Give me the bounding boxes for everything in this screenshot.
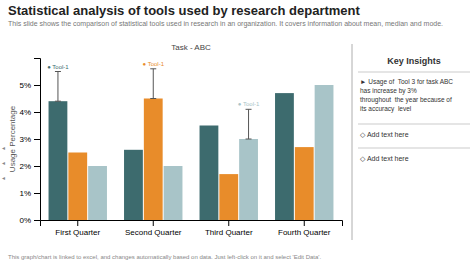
bar [144, 99, 163, 221]
x-tick-mark [228, 220, 229, 226]
insight-text: ◇ Add text here [360, 131, 409, 138]
x-tick: First Quarter [55, 220, 100, 237]
y-tick-mark [34, 139, 40, 140]
y-tick: 3% [19, 135, 40, 144]
error-bar-cap [55, 71, 61, 72]
y-axis-line [34, 59, 41, 221]
y-tick-mark [34, 220, 40, 221]
error-bar [246, 109, 252, 139]
error-bar-cap [246, 139, 252, 140]
bar-series [88, 85, 333, 220]
y-tick-label: 5% [19, 81, 31, 90]
title: Statistical analysis of tools used by re… [8, 3, 361, 18]
error-label: ● Tool-1 [142, 61, 164, 67]
error-bar-cap [55, 101, 61, 102]
x-tick-label: First Quarter [55, 228, 100, 237]
error-bar-stem [153, 69, 154, 99]
divider [358, 148, 470, 149]
bullet: ◄ [1, 175, 6, 181]
chart-title: Task - ABC [171, 43, 211, 52]
bullet: ◄ [1, 160, 6, 166]
error-bar-cap [150, 98, 156, 99]
error-bar-cap [150, 68, 156, 69]
bar [219, 174, 238, 220]
y-tick-label: 3% [19, 135, 31, 144]
bar [315, 85, 334, 220]
insights-title: Key Insights [387, 56, 441, 66]
error-label: ● Tool-1 [238, 101, 260, 107]
error-bar-stem [248, 109, 249, 139]
y-tick-label: 4% [19, 108, 31, 117]
bar [275, 93, 294, 220]
x-axis-line [41, 221, 343, 227]
y-tick-mark [34, 166, 40, 167]
chart: Statistical analysis of tools used by re… [0, 0, 474, 266]
insight-text: ◇ Add text here [360, 155, 409, 162]
plot-marks [49, 69, 334, 220]
y-tick: 5% [19, 81, 40, 90]
y-tick: 2% [19, 162, 40, 171]
x-tick: Third Quarter [205, 220, 253, 237]
bar [88, 166, 107, 220]
y-tick-mark [34, 85, 40, 86]
x-tick-mark [77, 220, 78, 226]
x-tick-mark [304, 220, 305, 226]
y-tick: 0% [19, 216, 40, 225]
bar [295, 147, 314, 220]
bar [164, 166, 183, 220]
bar [124, 150, 143, 220]
x-axis: First Quarter Second Quarter Third Quarter… [41, 220, 343, 237]
x-tick-label: Fourth Quarter [278, 228, 331, 237]
footer: This graph/chart is linked to excel, and… [8, 254, 321, 260]
x-tick-label: Second Quarter [125, 228, 182, 237]
error-bar-cap [246, 109, 252, 110]
bar-series [49, 72, 294, 221]
error-labels: ● Tool-1 ● Tool-1 ● Tool-1 [47, 61, 260, 108]
y-tick-mark [34, 193, 40, 194]
x-tick-mark [153, 220, 154, 226]
y-tick: 4% [19, 108, 40, 117]
bar-series [68, 69, 313, 220]
error-bar-stem [57, 72, 58, 102]
divider [358, 72, 470, 73]
bar [239, 139, 258, 220]
y-axis: 0% 1% 2% 3% 4% 5% [19, 59, 40, 226]
y-tick-label: 0% [19, 216, 31, 225]
bar [49, 101, 68, 220]
insight-text: ► Usage of Tool 3 for task ABChas increa… [360, 78, 453, 113]
x-tick: Fourth Quarter [278, 220, 331, 237]
x-tick: Second Quarter [125, 220, 182, 237]
x-tick-label: Third Quarter [205, 228, 253, 237]
y-tick-label: 2% [19, 162, 31, 171]
y-tick: 1% [19, 189, 40, 198]
error-label: ● Tool-1 [47, 64, 69, 70]
y-tick-label: 1% [19, 189, 31, 198]
subtitle: This slide shows the comparison of stati… [8, 20, 443, 28]
bar [68, 153, 87, 221]
bar [200, 126, 219, 221]
error-bar [150, 69, 156, 99]
bullet: ◄ [1, 145, 6, 151]
y-axis-title: Usage Percentage [8, 105, 17, 172]
error-bar [55, 72, 61, 102]
separator [352, 44, 353, 240]
y-tick-mark [34, 112, 40, 113]
divider [358, 124, 470, 125]
